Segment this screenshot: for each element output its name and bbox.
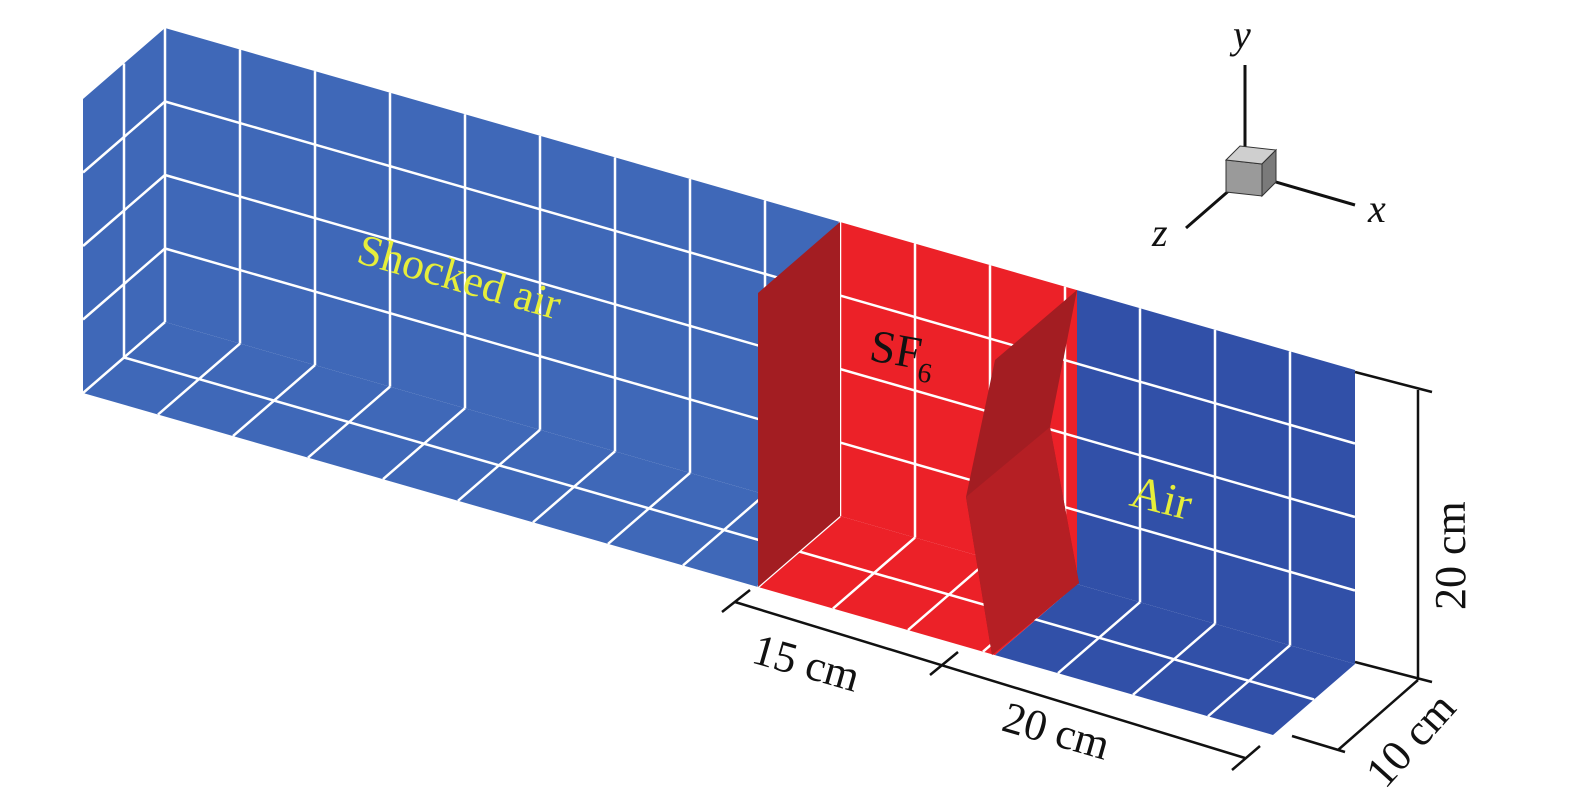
z-axis-line	[1185, 186, 1233, 230]
sf6-block-faces	[758, 221, 1079, 655]
sf6-left-face	[758, 221, 840, 587]
grid-horizontal	[164, 100, 1356, 445]
dim-air-length: 20 cm	[997, 693, 1115, 770]
dimension-lines	[721, 370, 1433, 771]
sf6-label-subscript: 6	[915, 357, 934, 390]
z-axis-label: z	[1151, 210, 1168, 255]
sf6-air-interface-lower	[966, 427, 1079, 655]
x-axis-line	[1261, 176, 1356, 207]
grid-lines	[82, 28, 1356, 718]
dim-height: 20 cm	[1426, 501, 1475, 610]
grid-floor-mid	[123, 356, 1315, 701]
dim-depth: 10 cm	[1356, 683, 1465, 797]
axis-cube	[1224, 145, 1278, 198]
sf6-label-main: SF	[866, 320, 925, 379]
axis-triad	[1185, 65, 1356, 230]
y-axis-label: y	[1229, 12, 1251, 57]
sf6-label: SF6	[865, 320, 940, 390]
x-axis-label: x	[1367, 186, 1386, 231]
